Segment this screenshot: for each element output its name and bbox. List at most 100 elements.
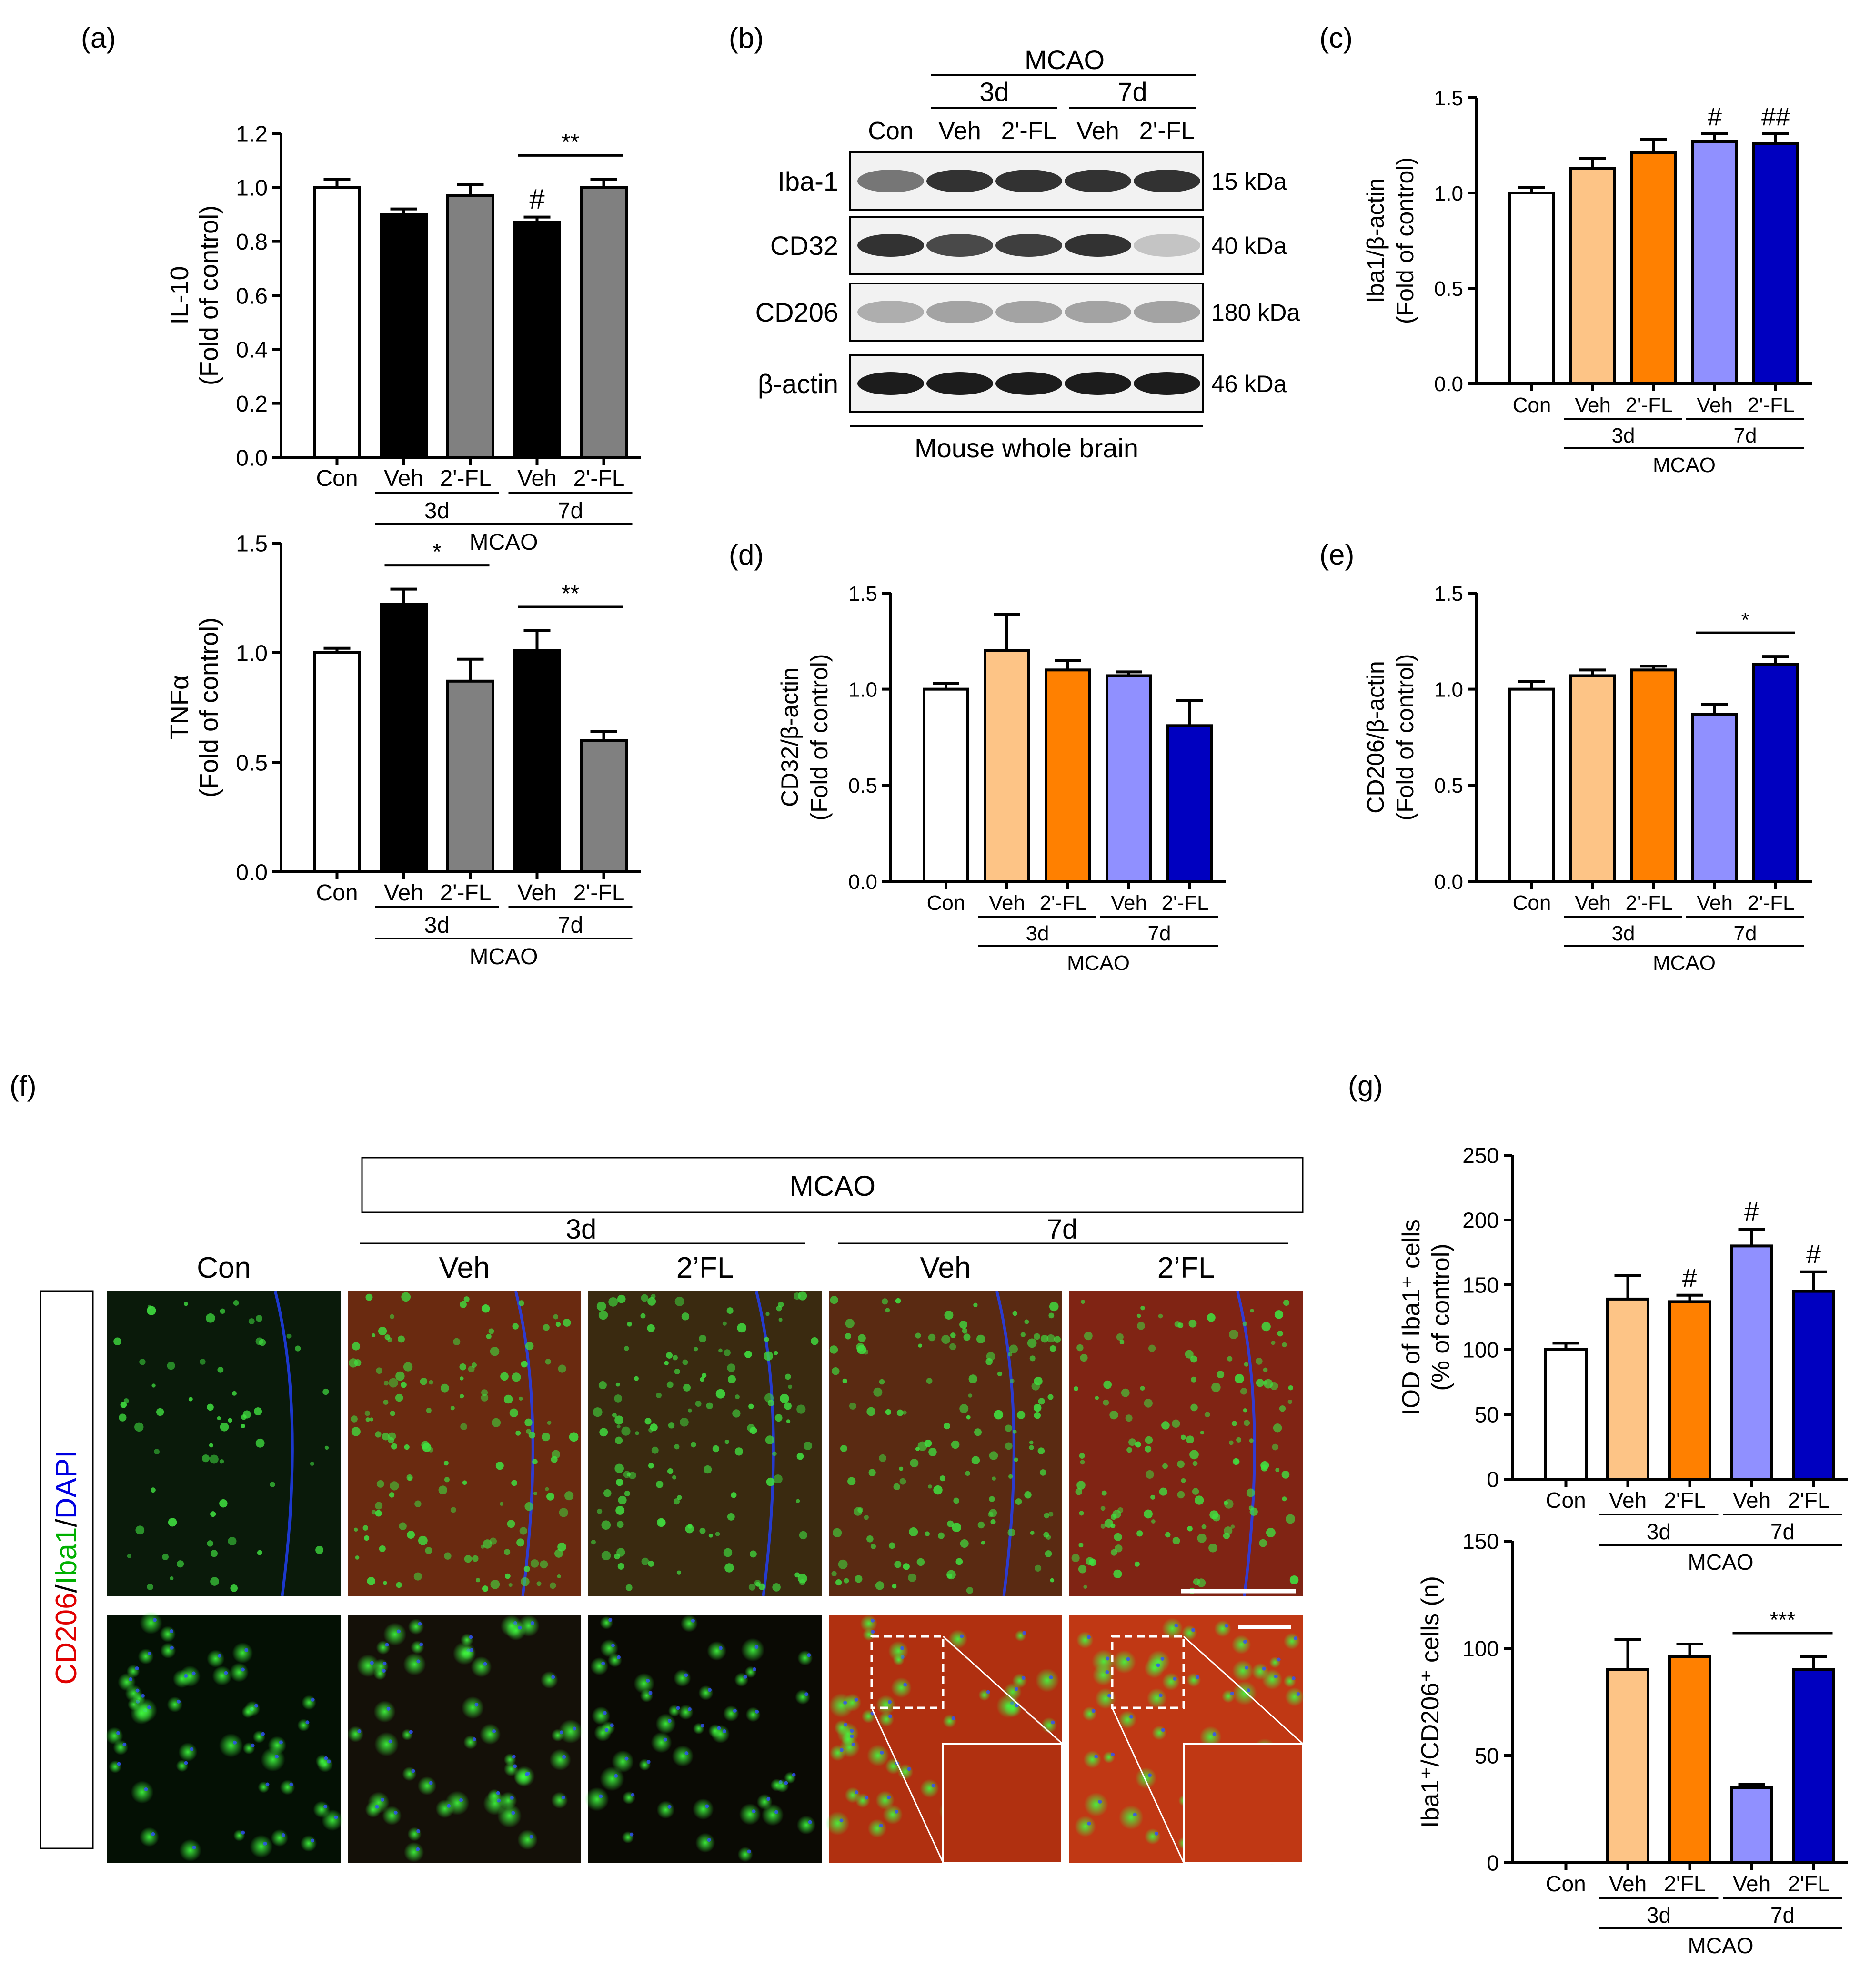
nucleus [244,1648,249,1652]
iba1-signal [766,1477,775,1486]
iba1-signal [915,1332,921,1339]
nucleus [1247,1688,1251,1693]
nucleus [177,1699,181,1704]
iba1-signal [963,1333,971,1341]
y-label-group: Iba1⁺/CD206⁺ cells (n) [1417,1576,1444,1828]
nucleus [170,1645,174,1650]
iba1-signal [210,1550,218,1557]
iba1-signal [989,1451,998,1460]
bar [1630,151,1677,385]
micro-column-label: 2’FL [1157,1251,1215,1284]
bar [1569,674,1616,883]
iba1-signal [1242,1321,1247,1326]
iba1-signal [673,1498,680,1505]
iba1-signal [1279,1405,1286,1412]
iba1-signal [845,1333,852,1340]
nucleus [385,1643,389,1647]
iba1-signal [1049,1302,1059,1312]
iba1-signal [365,1417,370,1422]
category-label-fl-3d: 2'FL [1664,1871,1706,1896]
iba1-signal [591,1540,596,1545]
blot-band [926,170,993,192]
iba1-signal [933,1485,943,1495]
iba1-signal [489,1537,497,1545]
iba1-signal [254,1407,262,1416]
iba1-signal [804,1441,813,1450]
iba1-signal [1012,1430,1017,1434]
iba1-signal [706,1402,713,1409]
iba1-signal [959,1321,968,1329]
iba1-signal [776,1305,782,1312]
nucleus [151,1832,155,1836]
iba1-signal [500,1372,509,1381]
iba1-signal [1145,1470,1154,1479]
microglia-cell [382,1806,402,1826]
y-axis-label: CD32/β-actin [776,667,803,807]
microglia-cell [549,1749,571,1771]
micro-3d-label: 3d [566,1214,597,1245]
iba1-signal [490,1579,500,1589]
iba1-signal [896,1409,904,1416]
bar [313,651,361,873]
iba1-signal [156,1408,164,1416]
group-label-mcao: MCAO [1653,454,1716,477]
iba1-signal [1187,1526,1193,1532]
iba1-signal [1112,1510,1121,1519]
microglia-cell [1144,1828,1161,1845]
mcao-header-label: MCAO [790,1170,875,1202]
category-label-fl-3d: 2'FL [1664,1488,1706,1513]
microglia-cell [471,1656,492,1677]
iba1-signal [712,1445,720,1453]
nucleus [492,1729,496,1734]
iba1-signal [139,1359,146,1365]
iba1-signal [1227,1356,1233,1362]
microglia-cell [1285,1687,1304,1707]
iba1-signal [1260,1461,1269,1470]
nucleus [281,1833,285,1837]
nucleus [1294,1636,1298,1640]
iba1-signal [875,1581,885,1590]
nucleus [839,1818,844,1823]
iba1-signal [488,1328,494,1334]
iba1-signal [399,1522,407,1530]
iba1-signal [731,1492,737,1498]
iba1-signal [1145,1445,1152,1453]
nucleus [170,1629,174,1633]
iba1-signal [598,1310,608,1320]
iba1-signal [1024,1491,1032,1499]
category-label-con: Con [1513,394,1551,417]
nucleus [1129,1715,1134,1719]
microglia-cell [622,1791,636,1805]
y-tick-label: 0 [1487,1851,1499,1876]
iba1-signal [687,1524,693,1529]
iba1-signal [365,1293,373,1301]
iba1-signal [228,1418,232,1423]
iba1-signal [505,1573,511,1579]
nucleus [357,1729,362,1733]
microglia-cell [172,1669,191,1688]
nucleus [1098,1799,1102,1804]
y-axis-label-2: (% of control) [1427,1243,1455,1391]
nucleus [754,1645,759,1649]
y-tick-label: 50 [1475,1403,1499,1427]
microglia-cell [594,1724,612,1742]
iba1-signal [1145,1436,1153,1444]
nucleus [646,1678,650,1683]
iba1-signal [1116,1333,1124,1341]
blot-band [857,170,924,192]
microglia-cell [608,1653,622,1667]
nucleus [419,1642,423,1646]
blot-band [1065,234,1131,257]
bar [380,603,428,874]
nucleus [275,1755,279,1759]
ventricle-edge [273,1291,294,1596]
iba1-signal [1277,1331,1283,1337]
iba1-signal [1174,1321,1181,1328]
nucleus [808,1820,812,1824]
nucleus [807,1653,811,1657]
iba1-signal [895,1298,901,1304]
iba1-signal [390,1314,395,1319]
iba1-signal [1034,1412,1041,1419]
iba1-signal [1212,1513,1221,1522]
nucleus [469,1635,473,1639]
